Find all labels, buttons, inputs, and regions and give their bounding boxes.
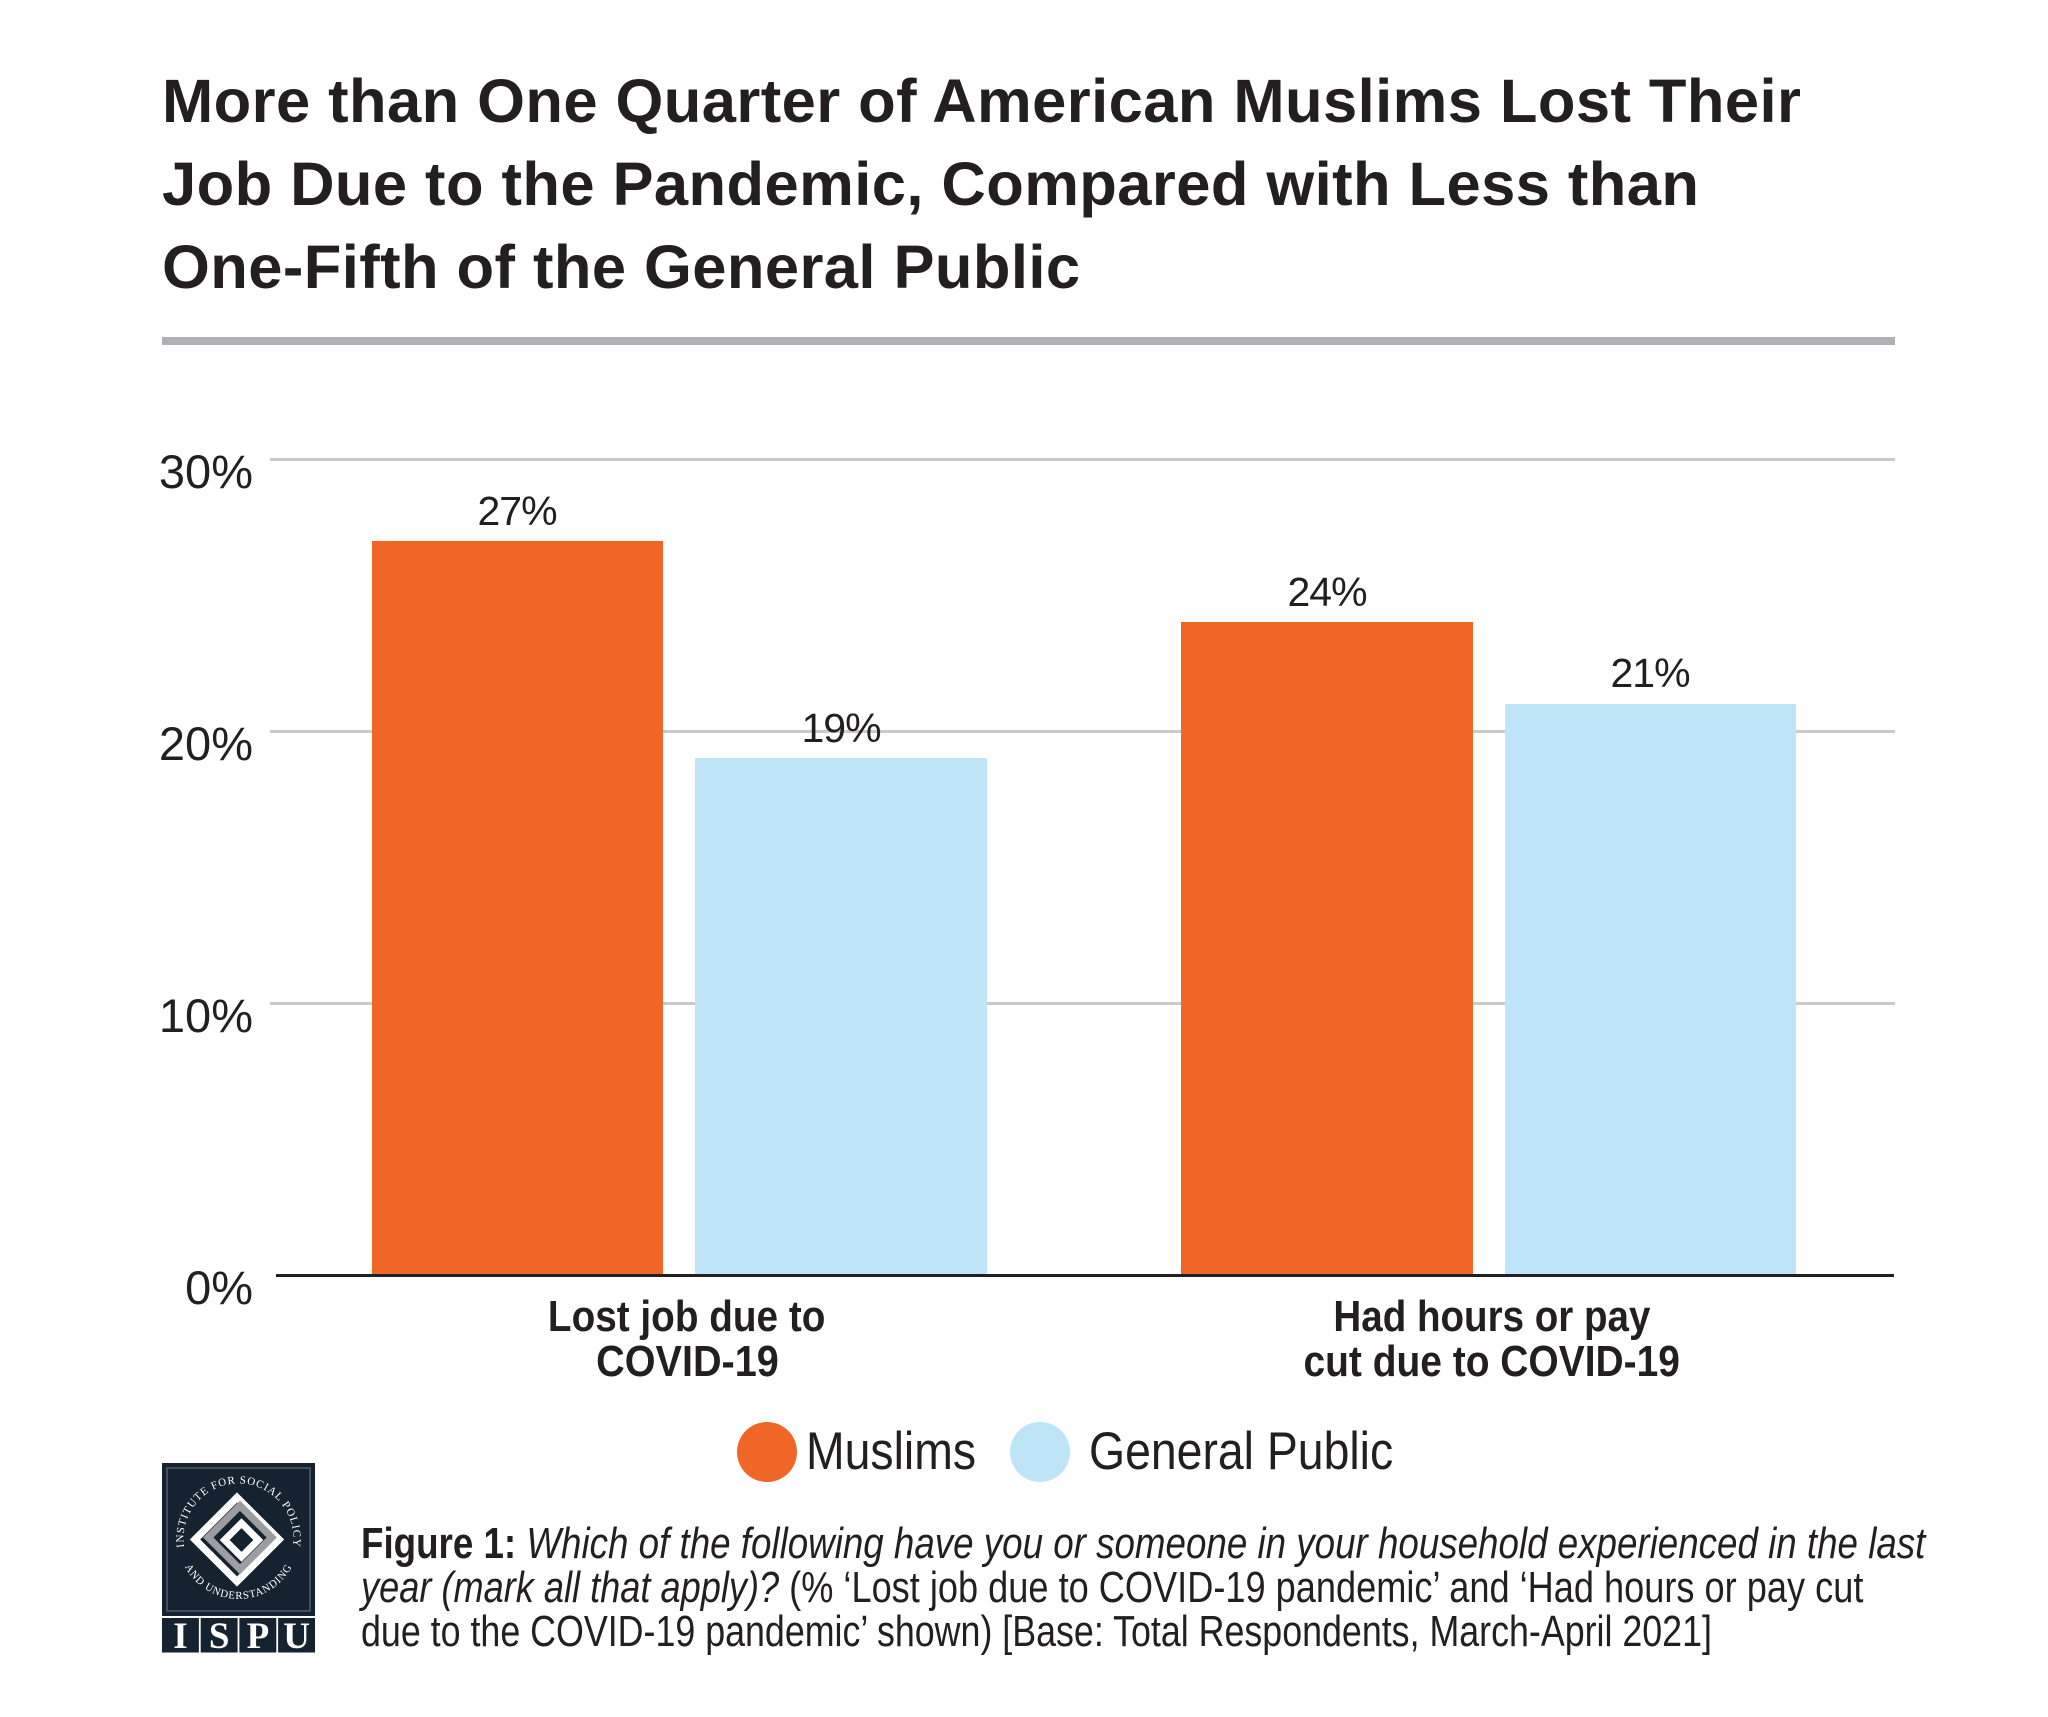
svg-text:U: U: [283, 1616, 310, 1653]
svg-text:S: S: [209, 1616, 230, 1653]
svg-text:I: I: [173, 1616, 187, 1653]
svg-text:P: P: [247, 1616, 270, 1653]
